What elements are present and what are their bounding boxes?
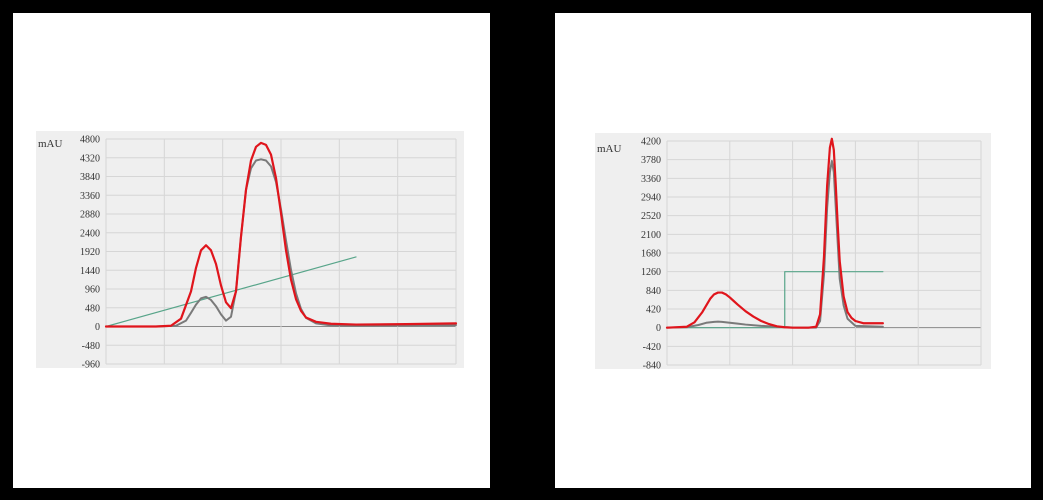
y-tick-label: 4320 xyxy=(80,153,100,164)
series-red-line xyxy=(104,141,458,328)
y-tick-label: 420 xyxy=(646,305,661,316)
y-tick-label: 4200 xyxy=(641,137,661,148)
y-tick-label: 3780 xyxy=(641,155,661,166)
y-tick-label: 2940 xyxy=(641,193,661,204)
series-green-line xyxy=(666,271,884,329)
y-tick-label: 4800 xyxy=(80,135,100,146)
series-green-line xyxy=(105,256,357,328)
y-tick-label: 2520 xyxy=(641,211,661,222)
y-tick-label: 960 xyxy=(85,285,100,296)
y-tick-label: -960 xyxy=(82,360,100,371)
y-tick-label: 1440 xyxy=(80,266,100,277)
y-tick-label: 3360 xyxy=(80,191,100,202)
chart-1-svg: -960 -480 0 480 960 1440 1920 2400 2880 3360 3840 4… xyxy=(36,131,464,371)
y-tick-label: 2100 xyxy=(641,230,661,241)
y-axis-label: mAU xyxy=(38,138,63,150)
chart-1: -960 -480 0 480 960 1440 1920 2400 2880 3360 3840 4… xyxy=(36,131,464,371)
y-tick-label: 3840 xyxy=(80,172,100,183)
y-tick-label: -480 xyxy=(82,341,100,352)
chart-panel-2: -840 -420 0 420 840 1260 1680 2100 2520 2940 3360 3… xyxy=(555,13,1031,488)
y-tick-label: 0 xyxy=(656,323,661,334)
y-tick-label: 480 xyxy=(85,303,100,314)
y-tick-label: 840 xyxy=(646,286,661,297)
y-tick-label: 3360 xyxy=(641,174,661,185)
chart-2: -840 -420 0 420 840 1260 1680 2100 2520 2940 3360 3… xyxy=(595,133,991,372)
series-red-line xyxy=(665,137,884,329)
y-axis-label: mAU xyxy=(597,143,622,155)
chart-2-svg: -840 -420 0 420 840 1260 1680 2100 2520 2940 3360 3… xyxy=(595,133,991,372)
y-tick-label: -840 xyxy=(643,361,661,372)
chart-panel-1: -960 -480 0 480 960 1440 1920 2400 2880 3360 3840 4… xyxy=(13,13,490,488)
y-tick-label: 1680 xyxy=(641,249,661,260)
y-tick-label: 1260 xyxy=(641,267,661,278)
y-tick-label: 0 xyxy=(95,322,100,333)
y-tick-label: 2400 xyxy=(80,228,100,239)
y-tick-label: 1920 xyxy=(80,247,100,258)
y-tick-label: 2880 xyxy=(80,210,100,221)
y-tick-label: -420 xyxy=(643,342,661,353)
